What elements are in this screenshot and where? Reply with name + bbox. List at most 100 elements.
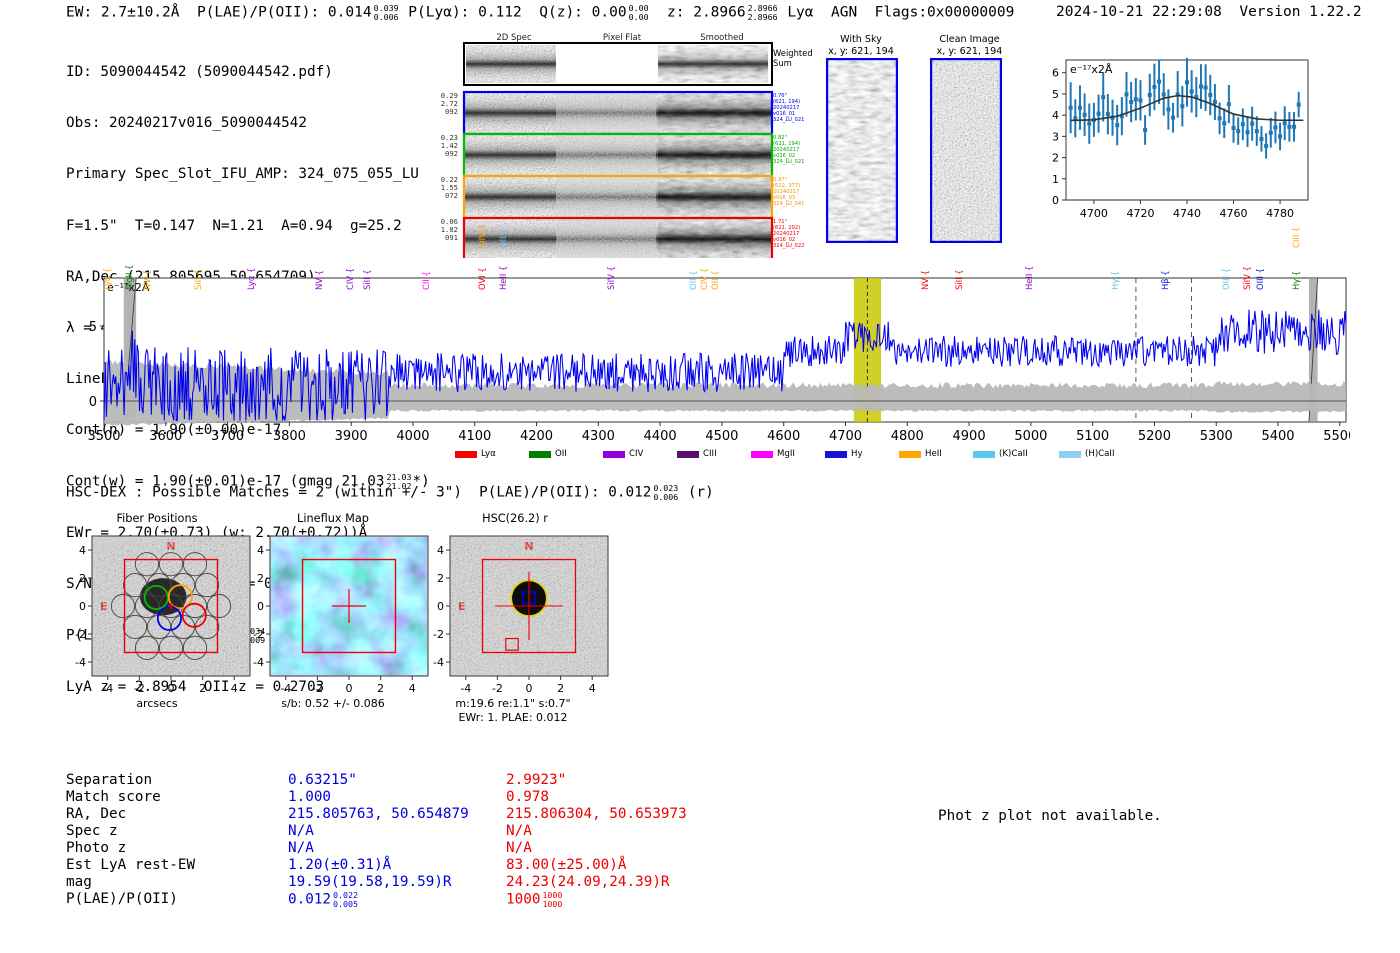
svg-text:4700: 4700 — [1080, 207, 1108, 220]
clean-image-title: Clean Image — [939, 34, 1000, 45]
line-label-nv-17: NV { — [919, 270, 930, 290]
svg-text:0: 0 — [79, 600, 86, 613]
column-title-smoothed: Smoothed — [700, 33, 744, 43]
line-label-oiii-22: OIII { — [1221, 268, 1232, 290]
line-label-mgii-1: MgII { — [123, 264, 134, 290]
photz-note: Phot z plot not available. — [938, 808, 1162, 824]
two-d-spectra-canvas — [462, 42, 774, 258]
header-qz-label: Q(z): 0.00 — [539, 4, 627, 21]
line-label-oiii-24: OIII { — [1254, 268, 1265, 290]
match-row-label: Match score — [66, 789, 161, 806]
svg-text:0: 0 — [257, 600, 264, 613]
match-red-value: 215.806304, 50.653973 — [506, 806, 687, 823]
match-red-value: 0.978 — [506, 789, 550, 806]
svg-text:-2: -2 — [312, 682, 323, 695]
svg-text:0: 0 — [168, 682, 175, 695]
weighted-sum-label: Weighted Sum — [773, 48, 813, 68]
header-classification: Lyα — [787, 4, 814, 21]
svg-text:2: 2 — [257, 572, 264, 585]
svg-text:-4: -4 — [280, 682, 291, 695]
legend-label-mgii: MgII — [777, 449, 795, 459]
svg-text:5000: 5000 — [1014, 429, 1047, 444]
legend-label-kcaii: (K)CaII — [999, 449, 1028, 459]
svg-text:0: 0 — [346, 682, 353, 695]
svg-text:5500: 5500 — [1323, 429, 1350, 444]
svg-text:3900: 3900 — [335, 429, 368, 444]
match-red-value: 2.9923" — [506, 772, 567, 788]
match-blue-value: 215.805763, 50.654879 — [288, 806, 469, 823]
match-blue-value: 0.012 0.022 0.005 — [288, 890, 359, 909]
info-cont-w-range: 21.03 21.02 — [386, 472, 412, 491]
legend-label-hy: Hy — [851, 449, 863, 459]
svg-text:5200: 5200 — [1138, 429, 1171, 444]
row-stats-3: 0.22 1.55 072 — [440, 175, 458, 201]
header-plya: P(Lyα): 0.112 — [408, 4, 522, 21]
match-blue-value: 1.20(±0.31)Å — [288, 857, 392, 874]
line-label-siiv-13: SiIV { — [605, 266, 616, 290]
line-label-heii-19: HeII { — [1023, 265, 1034, 290]
svg-text:4: 4 — [409, 682, 416, 695]
header-z-range: 2.8966 2.8966 — [747, 3, 778, 22]
svg-text:3700: 3700 — [211, 429, 244, 444]
row-meta-4: 1.71" (621, 202) 20240217 v016_02 324_LU… — [773, 219, 805, 250]
match-blue-value: N/A — [288, 823, 314, 840]
svg-text:-2: -2 — [253, 628, 264, 641]
column-title-2d-spec: 2D Spec — [496, 33, 532, 43]
line-label-siii-18: SiII { — [953, 269, 964, 290]
fiber-positions-xlabel: arcsecs — [136, 697, 178, 710]
svg-text:-4: -4 — [460, 682, 471, 695]
svg-text:e⁻¹⁷x2Å: e⁻¹⁷x2Å — [1070, 63, 1113, 76]
info-fit-params: F=1.5" T=0.147 N=1.21 A=0.94 g=25.2 — [66, 217, 402, 234]
line-label-cii-8: CII { — [420, 271, 431, 290]
panel-title-lineflux-map: Lineflux Map — [297, 512, 369, 525]
svg-text:4700: 4700 — [829, 429, 862, 444]
svg-text:4500: 4500 — [705, 429, 738, 444]
svg-text:3600: 3600 — [149, 429, 182, 444]
match-row-label: RA, Dec — [66, 806, 127, 823]
hsc-plae-range: 0.023 0.006 — [653, 483, 679, 502]
full-spectrum-chart: 0 5 3500 3600 3700 3800 3900 4000 4100 4200 4300 44… — [60, 224, 1356, 470]
legend-label-civ: CIV — [629, 449, 644, 459]
panel-title-hsc-r: HSC(26.2) r — [482, 512, 548, 525]
svg-text:2: 2 — [437, 572, 444, 585]
svg-text:2: 2 — [377, 682, 384, 695]
panel-title-fiber-positions: Fiber Positions — [116, 512, 198, 525]
svg-text:0: 0 — [1052, 194, 1059, 207]
row-stats-1: 0.29 2.72 092 — [440, 91, 458, 117]
line-label-siiv-10: SiIV { — [477, 224, 488, 248]
line-label-siii-7: SiII { — [362, 269, 373, 290]
svg-text:4: 4 — [437, 544, 444, 557]
row-meta-1: 0.76" (621, 194) 20240217 v016_01 324_LU… — [773, 93, 805, 124]
header-plae-range: 0.039 0.006 — [373, 3, 399, 22]
header-summary-line: EW: 2.7±10.2Å P(LAE)/P(OII): 0.014 0.039 0… — [66, 4, 1014, 21]
svg-text:3500: 3500 — [87, 429, 120, 444]
legend-label-lyα: Lyα — [481, 449, 496, 459]
legend-label-oii: OII — [555, 449, 567, 459]
svg-text:5400: 5400 — [1261, 429, 1294, 444]
with-sky-coords: x, y: 621, 194 — [828, 45, 894, 57]
svg-text:-2: -2 — [134, 682, 145, 695]
svg-text:-4: -4 — [102, 682, 113, 695]
legend-swatch-hy — [825, 451, 847, 458]
line-label-siii-3: SiII { — [193, 269, 204, 290]
line-label-nv-2: NV { — [142, 270, 153, 290]
info-id: ID: 5090044542 (5090044542.pdf) — [66, 64, 333, 81]
svg-text:4900: 4900 — [953, 429, 986, 444]
svg-text:4: 4 — [257, 544, 264, 557]
svg-text:4: 4 — [79, 544, 86, 557]
legend-swatch-kcaii — [973, 451, 995, 458]
match-red-value: N/A — [506, 823, 532, 840]
svg-text:5: 5 — [1052, 88, 1059, 101]
info-plae-range: 0.034 0.009 — [240, 626, 266, 645]
svg-text:2: 2 — [1052, 152, 1059, 165]
clean-image-coords: x, y: 621, 194 — [936, 45, 1003, 57]
line-label-nv-5: NV { — [314, 270, 325, 290]
legend-swatch-civ — [603, 451, 625, 458]
match-red-value: 1000 1000 1000 — [506, 890, 563, 909]
line-label-ciii-25: CIII { — [1290, 226, 1301, 248]
line-label-siiv-23: SiIV { — [1242, 266, 1253, 290]
svg-text:4400: 4400 — [644, 429, 677, 444]
